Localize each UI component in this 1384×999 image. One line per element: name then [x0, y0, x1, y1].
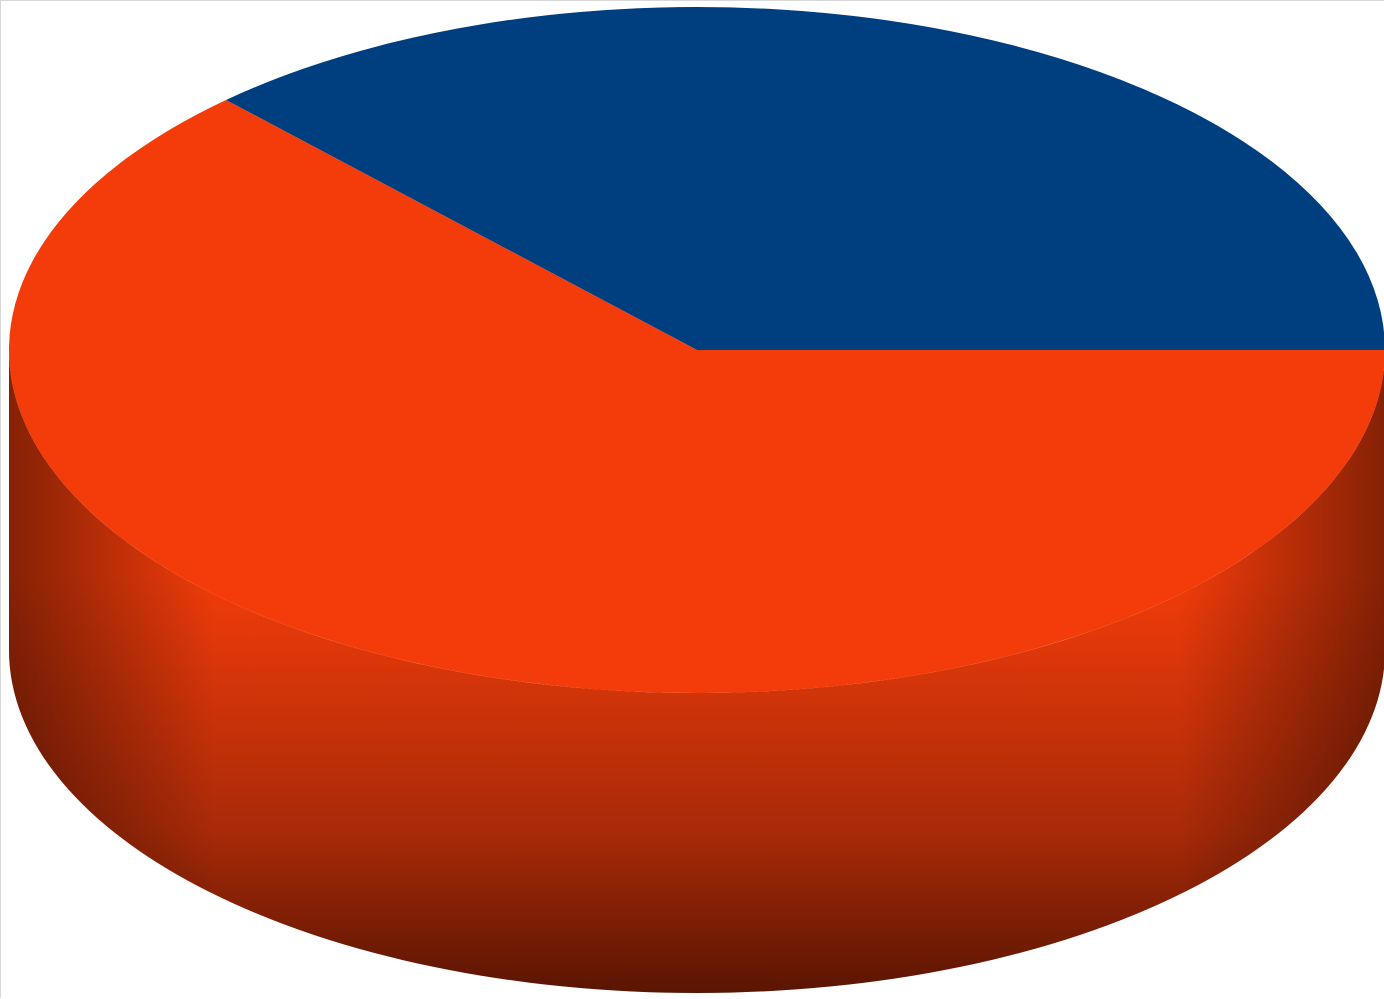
pie-side-edge-shading [9, 350, 1384, 993]
pie-slice-1 [226, 7, 1384, 350]
pie-side-wall [9, 350, 1384, 993]
pie-top-face [9, 7, 1384, 693]
pie-slice-2 [9, 99, 1384, 693]
